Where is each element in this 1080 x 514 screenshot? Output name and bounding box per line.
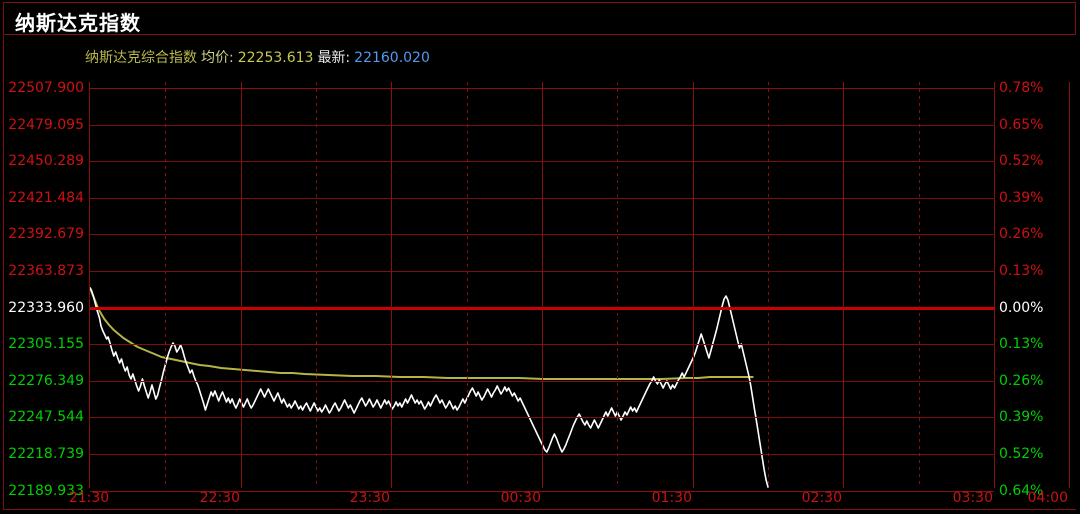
average-price-line — [90, 287, 754, 380]
window-left-rule — [3, 36, 4, 510]
grid-line-vertical-dotted — [467, 82, 468, 488]
x-axis-label: 22:30 — [199, 490, 240, 506]
chart-series-layer — [90, 287, 769, 488]
page-title: 纳斯达克指数 — [15, 11, 141, 35]
y-axis-left-label: 22392.679 — [8, 226, 84, 243]
grid-line-vertical — [994, 82, 995, 488]
legend-series-name: 纳斯达克综合指数 — [85, 50, 197, 66]
x-axis-label: 01:30 — [651, 490, 692, 506]
grid-line-vertical — [843, 82, 844, 488]
y-axis-right-label: 0.78% — [999, 80, 1044, 96]
x-axis: 21:30 22:30 23:30 00:30 01:30 02:30 03:30 04:00 — [69, 488, 1068, 514]
y-axis-left-label: 22363.873 — [8, 263, 84, 279]
y-axis-right-label: 0.52% — [999, 446, 1044, 462]
y-axis-left: 22507.900 22479.095 22450.289 22421.484 2239… — [0, 80, 84, 499]
y-axis-right-label: 0.39% — [999, 189, 1044, 206]
grid-line-vertical — [542, 82, 543, 488]
grid-line-vertical-dotted — [316, 82, 317, 488]
y-axis-right-label: 0.00% — [999, 299, 1044, 316]
y-axis-right: 0.78% 0.65% 0.52% 0.39% 0.26% 0.13% 0.00% 0.13%… — [999, 80, 1080, 499]
x-axis-label: 03:30 — [952, 490, 993, 506]
chart-grid — [90, 82, 1070, 492]
title-bar: 纳斯达克指数 — [3, 2, 1076, 35]
y-axis-left-label: 22276.349 — [8, 372, 84, 389]
grid-line-vertical-dotted — [617, 82, 618, 488]
grid-line-vertical — [693, 82, 694, 488]
y-axis-right-label: 0.26% — [999, 226, 1044, 243]
grid-line-horizontal — [90, 490, 994, 492]
y-axis-right-label: 0.13% — [999, 336, 1044, 353]
grid-line-vertical — [241, 82, 242, 488]
window-bottom-rule — [3, 509, 1076, 510]
y-axis-right-label: 0.52% — [999, 153, 1044, 170]
legend-average-label: 均价: — [201, 50, 234, 66]
y-axis-left-label: 22507.900 — [8, 80, 84, 96]
grid-line-vertical-dotted — [919, 82, 920, 488]
y-axis-left-label: 22421.484 — [8, 189, 84, 206]
grid-line-vertical-dotted — [165, 82, 166, 488]
price-line — [90, 287, 769, 488]
x-axis-label: 00:30 — [500, 490, 541, 506]
x-axis-label: 23:30 — [349, 490, 390, 506]
chart-legend: 纳斯达克综合指数 均价: 22253.613 最新: 22160.020 — [85, 47, 434, 67]
y-axis-left-label: 22479.095 — [8, 116, 84, 133]
y-axis-left-label: 22218.739 — [8, 446, 84, 462]
y-axis-left-label: 22189.933 — [8, 482, 84, 499]
y-axis-left-label: 22450.289 — [8, 153, 84, 170]
legend-last-label: 最新: — [317, 50, 351, 66]
legend-last-value: 22160.020 — [354, 50, 430, 66]
plot-area — [89, 82, 1070, 492]
x-axis-label: 02:30 — [801, 490, 842, 506]
grid-line-vertical — [391, 82, 392, 488]
legend-average-value: 22253.613 — [237, 50, 314, 66]
x-axis-label: 04:00 — [1027, 490, 1068, 506]
y-axis-right-label: 0.39% — [999, 409, 1044, 426]
y-axis-right-label: 0.65% — [999, 116, 1044, 133]
y-axis-left-label: 22247.544 — [8, 409, 84, 426]
y-axis-left-label: 22305.155 — [8, 336, 84, 353]
x-axis-label: 21:30 — [68, 490, 110, 506]
y-axis-right-label: 0.26% — [999, 372, 1044, 389]
y-axis-right-label: 0.13% — [999, 263, 1044, 279]
y-axis-right-label: 0.64% — [999, 482, 1044, 499]
grid-line-vertical — [1069, 82, 1070, 488]
grid-line-vertical-dotted — [768, 82, 769, 488]
y-axis-left-label: 22333.960 — [8, 299, 84, 316]
